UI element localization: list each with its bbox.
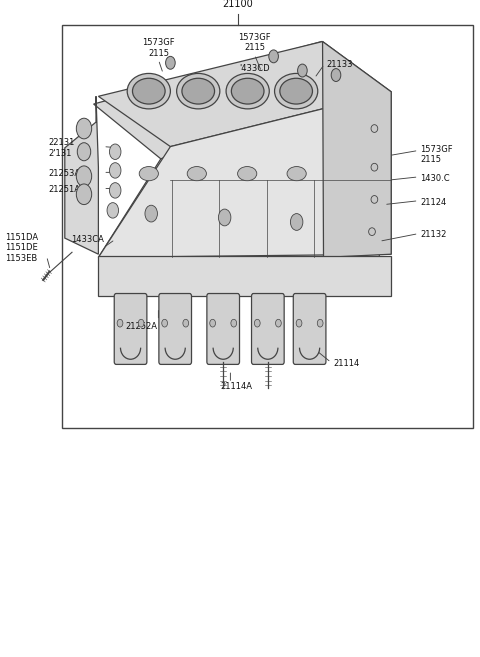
Text: 1573GF
2115: 1573GF 2115 xyxy=(420,145,453,164)
Text: 1573GF
2115: 1573GF 2115 xyxy=(142,38,175,58)
Ellipse shape xyxy=(182,78,215,104)
Ellipse shape xyxy=(280,78,312,104)
Circle shape xyxy=(117,319,123,327)
Polygon shape xyxy=(98,256,391,296)
Circle shape xyxy=(109,163,121,178)
Ellipse shape xyxy=(231,78,264,104)
Text: 22131
2'131: 22131 2'131 xyxy=(48,138,74,158)
Text: 21251A: 21251A xyxy=(48,185,80,194)
Circle shape xyxy=(298,64,307,77)
Bar xyxy=(62,26,473,428)
Circle shape xyxy=(145,205,157,222)
Polygon shape xyxy=(98,92,391,258)
Circle shape xyxy=(76,184,92,204)
Ellipse shape xyxy=(371,164,378,171)
Ellipse shape xyxy=(371,196,378,203)
Circle shape xyxy=(296,319,302,327)
Ellipse shape xyxy=(132,78,165,104)
FancyBboxPatch shape xyxy=(114,294,147,365)
Text: 1151DA
1151DE
1153EB: 1151DA 1151DE 1153EB xyxy=(5,233,38,263)
Circle shape xyxy=(290,214,303,231)
Circle shape xyxy=(210,319,216,327)
Text: 1433CA: 1433CA xyxy=(71,235,104,244)
Circle shape xyxy=(138,319,144,327)
Circle shape xyxy=(231,319,237,327)
FancyBboxPatch shape xyxy=(252,294,284,365)
Text: 21132: 21132 xyxy=(420,231,446,239)
Circle shape xyxy=(77,143,91,161)
Circle shape xyxy=(107,202,119,218)
Ellipse shape xyxy=(139,167,158,181)
Text: 21114: 21114 xyxy=(334,359,360,369)
Ellipse shape xyxy=(187,167,206,181)
Circle shape xyxy=(162,319,168,327)
Polygon shape xyxy=(98,41,391,147)
Circle shape xyxy=(269,50,278,63)
Text: 21100: 21100 xyxy=(222,0,253,9)
Text: 21114A: 21114A xyxy=(221,382,253,391)
Text: 21124: 21124 xyxy=(420,198,446,206)
Ellipse shape xyxy=(238,167,257,181)
Polygon shape xyxy=(98,97,389,258)
FancyBboxPatch shape xyxy=(159,294,192,365)
Ellipse shape xyxy=(127,74,170,109)
Ellipse shape xyxy=(371,125,378,133)
Text: 21133: 21133 xyxy=(326,60,353,68)
Text: 1573GF
2115: 1573GF 2115 xyxy=(238,33,271,53)
FancyBboxPatch shape xyxy=(293,294,326,365)
Circle shape xyxy=(76,166,92,187)
Ellipse shape xyxy=(275,74,318,109)
Circle shape xyxy=(276,319,281,327)
Text: 1430.C: 1430.C xyxy=(420,174,450,183)
Circle shape xyxy=(109,144,121,160)
Circle shape xyxy=(331,68,341,81)
Circle shape xyxy=(254,319,260,327)
Circle shape xyxy=(183,319,189,327)
Ellipse shape xyxy=(177,74,220,109)
Circle shape xyxy=(76,118,92,139)
FancyBboxPatch shape xyxy=(207,294,240,365)
Ellipse shape xyxy=(226,74,269,109)
Text: '433CD: '433CD xyxy=(239,64,270,73)
Ellipse shape xyxy=(287,167,306,181)
Ellipse shape xyxy=(369,228,375,235)
Polygon shape xyxy=(323,41,391,258)
Circle shape xyxy=(317,319,323,327)
Polygon shape xyxy=(94,41,389,159)
Circle shape xyxy=(218,209,231,226)
Circle shape xyxy=(166,57,175,69)
Polygon shape xyxy=(65,97,98,254)
Circle shape xyxy=(109,183,121,198)
Text: 21252A: 21252A xyxy=(126,322,157,331)
Text: 21253A: 21253A xyxy=(48,169,80,178)
